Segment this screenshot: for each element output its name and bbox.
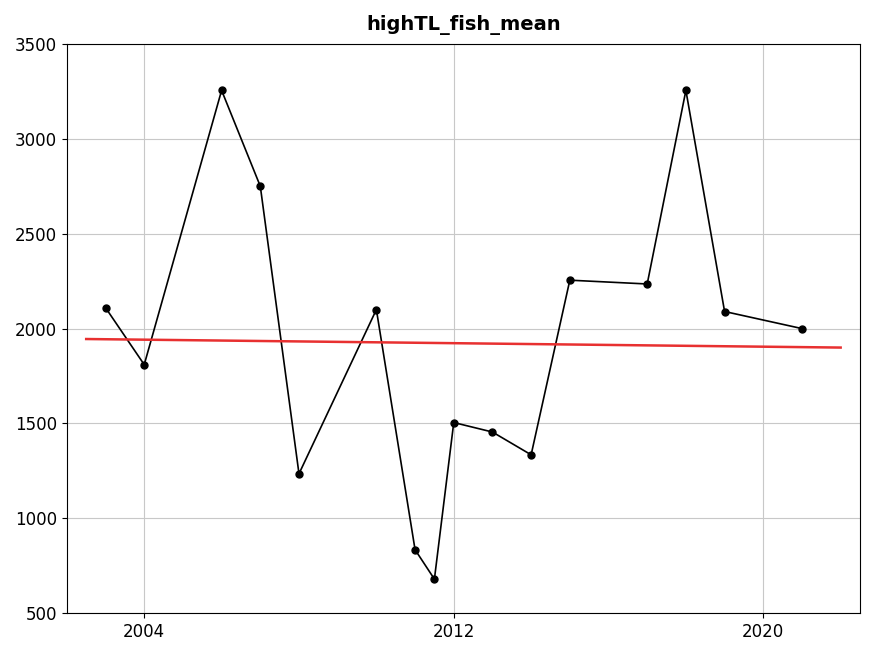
Title: highTL_fish_mean: highTL_fish_mean [366,15,561,35]
